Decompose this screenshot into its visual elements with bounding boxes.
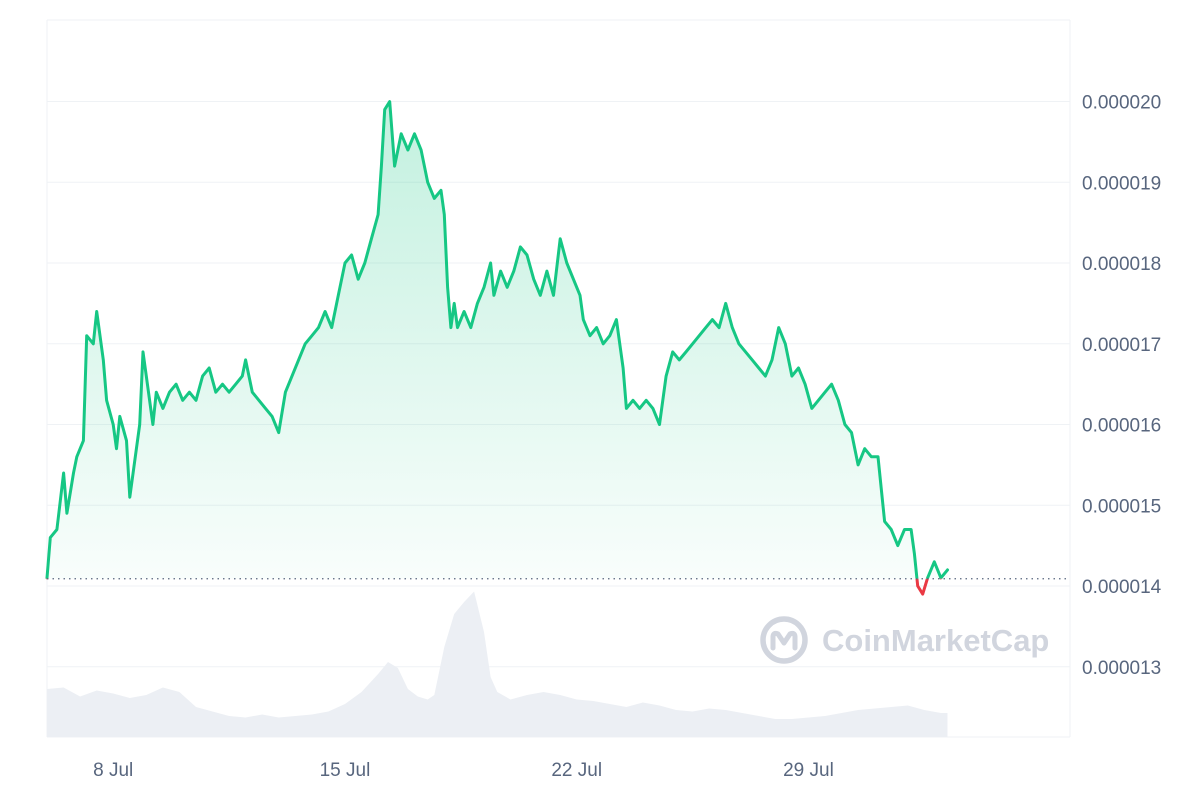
coinmarketcap-watermark: CoinMarketCap (760, 616, 1049, 664)
y-tick-label-6: 0.000019 (1082, 173, 1161, 194)
y-tick-label-0: 0.000013 (1082, 658, 1161, 679)
x-axis-ticks: 8 Jul 15 Jul 22 Jul 29 Jul (93, 760, 834, 781)
x-tick-label-2: 22 Jul (551, 760, 602, 781)
volume-area (47, 591, 948, 737)
y-tick-label-5: 0.000018 (1082, 254, 1161, 275)
y-tick-label-4: 0.000017 (1082, 335, 1161, 356)
y-tick-label-1: 0.000014 (1082, 577, 1162, 598)
y-axis-ticks: 0.000013 0.000014 0.000015 0.000016 0.000017… (1082, 93, 1162, 679)
price-line (45, 100, 949, 596)
y-tick-label-2: 0.000015 (1082, 496, 1161, 517)
y-tick-label-7: 0.000020 (1082, 93, 1161, 114)
price-area-path (47, 101, 948, 579)
coinmarketcap-logo-icon (760, 616, 808, 664)
price-area-fill (47, 101, 948, 579)
x-tick-label-0: 8 Jul (93, 760, 133, 781)
watermark-text: CoinMarketCap (822, 623, 1049, 658)
price-line-up (45, 100, 949, 579)
x-tick-label-3: 29 Jul (783, 760, 834, 781)
volume-area-path (47, 591, 948, 737)
y-tick-label-3: 0.000016 (1082, 416, 1161, 437)
x-tick-label-1: 15 Jul (320, 760, 371, 781)
